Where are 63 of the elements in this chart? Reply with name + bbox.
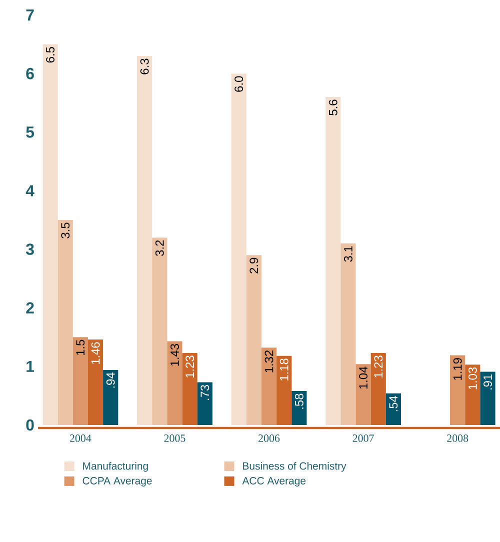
data-label: .73 [200,384,210,400]
bar [231,74,246,425]
y-tick-label: 6 [26,68,34,80]
data-label: 3.2 [155,240,164,256]
y-tick-label: 0 [26,419,34,431]
data-label: 6.3 [140,58,149,74]
legend-label: CCPA Average [82,477,152,487]
legend-label: Manufacturing [83,462,148,472]
x-tick-label: 2007 [352,434,374,442]
data-label: 1.46 [91,342,100,364]
bar [182,352,198,425]
x-tick-label: 2008 [447,434,468,442]
bar [167,341,182,425]
data-label: 1.5 [76,340,85,356]
legend-label: ACC Average [242,477,306,487]
data-label: 1.03 [468,367,477,390]
bar [340,243,356,425]
data-label: 1.32 [264,350,274,372]
data-label: .58 [294,394,304,409]
data-label: .94 [106,372,115,388]
y-tick-label: 7 [26,10,34,20]
y-tick-label: 1 [26,360,34,372]
data-label: 1.04 [359,366,368,389]
data-label: 3.5 [61,222,70,238]
x-tick-label: 2005 [164,434,186,442]
data-label: .54 [389,396,398,412]
data-label: 1.18 [280,358,288,380]
legend-label: Business of Chemistry [243,462,346,472]
bar [103,370,118,425]
y-tick-label: 5 [26,126,34,138]
bar [152,238,168,425]
bar [88,339,104,425]
bar [42,44,58,425]
bar [246,255,262,425]
data-label: 5.6 [328,100,338,116]
data-label: 1.23 [374,356,383,378]
y-tick-label: 3 [26,244,34,255]
bar [58,220,73,425]
bar [276,356,292,425]
y-tick-label: 4 [26,185,34,196]
data-label: 1.23 [186,356,194,378]
data-label: 6.5 [46,46,54,62]
data-label: .91 [484,374,492,390]
bar [370,352,386,425]
bar [261,348,277,425]
bar [465,364,480,425]
bar [386,393,401,425]
x-tick-label: 2006 [258,434,280,442]
data-label: 2.9 [250,258,258,274]
data-label: 1.43 [170,344,179,366]
bar [480,372,496,425]
bar [356,364,371,425]
bar [450,355,466,425]
bar [292,391,307,425]
x-tick-label: 2004 [70,434,92,442]
bar [137,56,152,425]
data-label: 3.1 [344,246,352,262]
bar [72,337,88,425]
data-label: 1.19 [453,358,462,380]
bar [326,96,341,425]
y-tick-label: 2 [26,302,34,314]
data-label: 6.0 [234,76,244,92]
bar [197,382,212,425]
